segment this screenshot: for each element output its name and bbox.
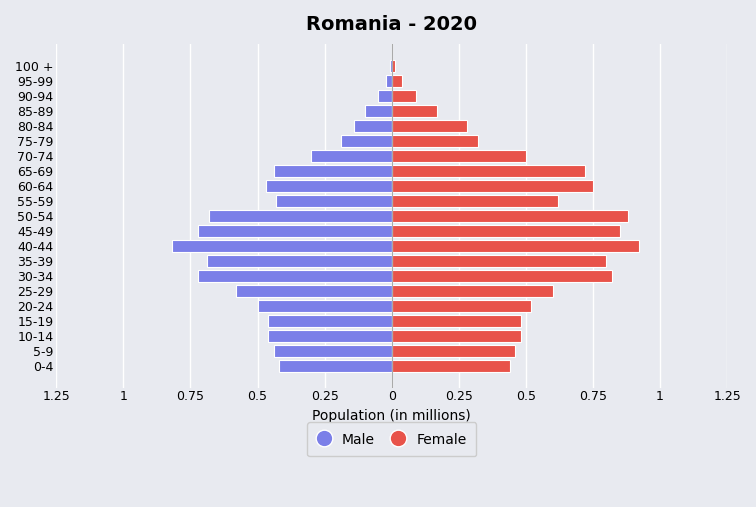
Bar (392, 209, 627, 222)
Bar (378, 90, 392, 102)
Bar (199, 225, 392, 237)
Bar (392, 345, 515, 357)
Bar (392, 315, 520, 327)
Bar (392, 134, 478, 147)
Legend: Male, Female: Male, Female (307, 422, 476, 456)
Bar (392, 285, 553, 297)
Bar (236, 285, 392, 297)
Bar (392, 270, 612, 282)
Bar (392, 104, 437, 117)
Bar (268, 315, 392, 327)
Bar (392, 255, 606, 267)
Bar (392, 120, 467, 132)
Bar (209, 209, 392, 222)
Bar (386, 75, 392, 87)
Bar (392, 59, 395, 72)
Bar (199, 270, 392, 282)
Bar (265, 179, 392, 192)
Bar (279, 360, 392, 372)
Bar (268, 330, 392, 342)
Bar (274, 345, 392, 357)
X-axis label: Population (in millions): Population (in millions) (312, 409, 471, 423)
Title: Romania - 2020: Romania - 2020 (306, 15, 477, 34)
Bar (392, 150, 526, 162)
Bar (311, 150, 392, 162)
Bar (392, 75, 402, 87)
Bar (392, 195, 558, 207)
Bar (392, 90, 416, 102)
Bar (206, 255, 392, 267)
Bar (274, 165, 392, 177)
Bar (392, 300, 531, 312)
Bar (392, 165, 585, 177)
Bar (392, 240, 639, 252)
Bar (365, 104, 392, 117)
Bar (392, 179, 593, 192)
Bar (276, 195, 392, 207)
Bar (354, 120, 392, 132)
Bar (392, 330, 520, 342)
Bar (392, 360, 510, 372)
Bar (341, 134, 392, 147)
Bar (258, 300, 392, 312)
Bar (392, 225, 620, 237)
Bar (390, 59, 392, 72)
Bar (172, 240, 392, 252)
